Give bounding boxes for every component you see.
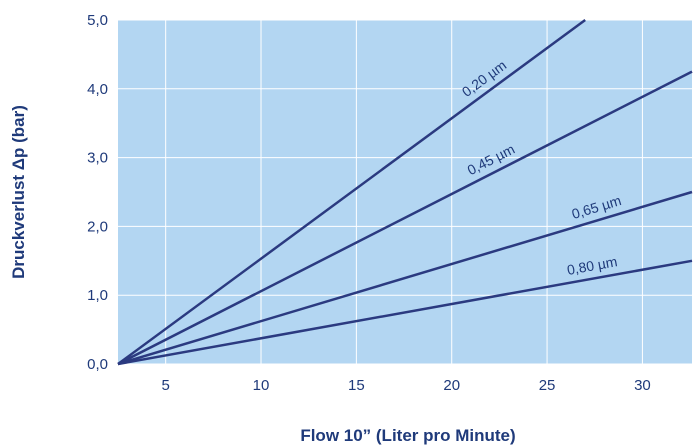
series-line-2 xyxy=(117,190,693,366)
x-tick-label: 25 xyxy=(539,377,556,394)
y-tick-label: 3,0 xyxy=(87,150,108,167)
x-axis-title: Flow 10” (Liter pro Minute) xyxy=(300,426,515,445)
x-tick-label: 15 xyxy=(348,377,365,394)
series-lines xyxy=(117,18,693,366)
y-tick-label: 2,0 xyxy=(87,218,108,235)
y-tick-label: 5,0 xyxy=(87,12,108,29)
x-tick-label: 5 xyxy=(162,377,170,394)
y-tick-label: 4,0 xyxy=(87,81,108,98)
x-tick-label: 10 xyxy=(253,377,270,394)
series-line-3 xyxy=(117,259,693,366)
series-line-1 xyxy=(117,70,693,366)
y-axis-title: Druckverlust Δp (bar) xyxy=(9,105,28,279)
x-tick-labels: 5 10 15 20 25 30 xyxy=(162,377,651,394)
series-line-0 xyxy=(117,18,586,366)
grid xyxy=(118,19,692,365)
x-tick-label: 20 xyxy=(443,377,460,394)
plot-area xyxy=(118,20,692,364)
y-tick-label: 0,0 xyxy=(87,356,108,373)
y-tick-labels: 0,0 1,0 2,0 3,0 4,0 5,0 xyxy=(87,12,108,373)
x-tick-label: 30 xyxy=(634,377,651,394)
y-tick-label: 1,0 xyxy=(87,287,108,304)
